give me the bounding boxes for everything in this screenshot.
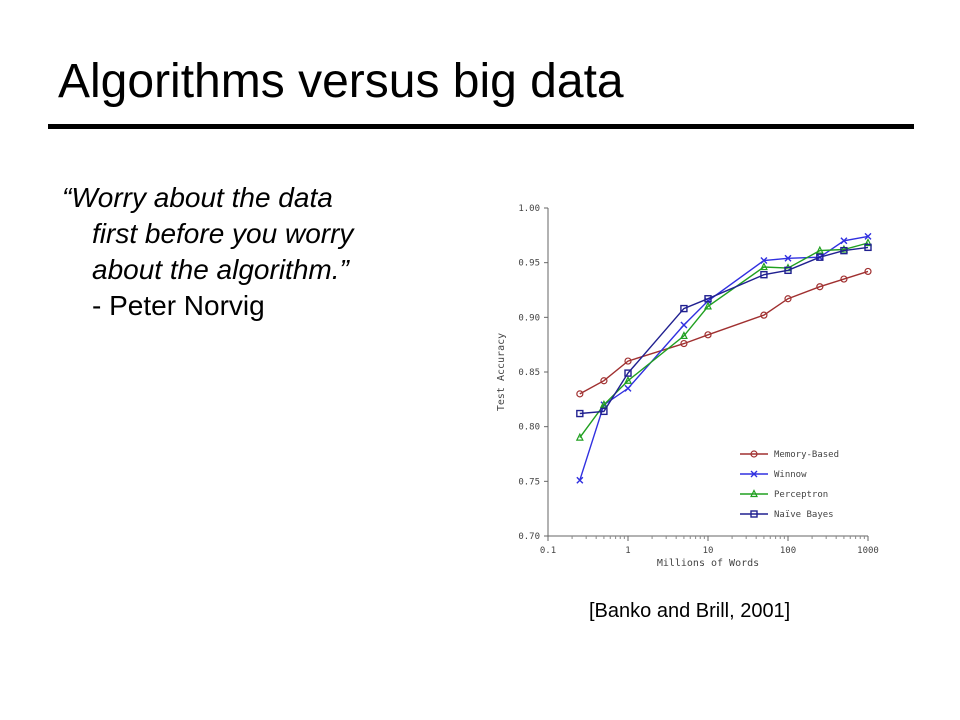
data-point <box>624 375 632 384</box>
data-point <box>759 262 768 271</box>
data-point <box>864 232 872 240</box>
data-point <box>864 243 872 252</box>
quote-line: about the algorithm.” <box>92 254 349 285</box>
data-point <box>815 245 824 254</box>
y-tick-label: 0.95 <box>518 259 540 269</box>
data-point <box>679 331 688 340</box>
data-point <box>624 357 632 365</box>
data-point <box>784 254 792 262</box>
legend-label: Winnow <box>774 470 807 480</box>
series-line <box>579 242 869 439</box>
data-point <box>680 304 688 313</box>
y-tick-label: 0.80 <box>518 423 540 433</box>
data-point <box>816 253 824 261</box>
data-point <box>750 489 758 498</box>
data-point <box>784 266 792 275</box>
data-point <box>599 399 608 408</box>
x-tick-label: 1 <box>625 546 630 556</box>
data-point <box>839 244 848 253</box>
data-point <box>704 331 712 339</box>
x-axis-label: Millions of Words <box>657 558 759 569</box>
y-tick-label: 0.85 <box>518 368 540 378</box>
quote-block: “Worry about the data first before you w… <box>62 180 482 324</box>
x-tick-label: 10 <box>703 546 714 556</box>
data-point <box>760 270 768 279</box>
data-point <box>760 256 768 264</box>
data-point <box>704 295 712 303</box>
data-point <box>576 390 584 398</box>
series-line <box>579 235 869 481</box>
data-point <box>750 470 758 478</box>
data-point <box>784 295 792 303</box>
title-underline <box>48 124 914 129</box>
series-line <box>579 270 869 395</box>
data-point <box>760 311 768 319</box>
legend-label: Perceptron <box>774 490 828 500</box>
quote-line: “Worry about the data <box>62 182 333 213</box>
y-tick-label: 0.90 <box>518 313 540 323</box>
data-point <box>680 339 688 348</box>
quote-line: first before you worry <box>92 218 354 249</box>
data-point <box>600 377 608 385</box>
data-point <box>750 450 758 458</box>
accuracy-chart: 0.70 0.75 0.80 0.85 0.90 0.95 1.00 0.1 1 10 100 100… <box>496 204 879 569</box>
data-point <box>840 237 848 245</box>
data-point <box>624 384 632 392</box>
x-tick-label: 100 <box>780 546 796 556</box>
data-point <box>575 432 584 441</box>
data-point <box>624 369 632 377</box>
legend-label: Naïve Bayes <box>774 510 834 520</box>
data-point <box>840 275 848 283</box>
data-point <box>680 321 688 329</box>
y-tick-label: 1.00 <box>518 204 540 214</box>
data-point <box>704 301 712 310</box>
data-point <box>864 238 872 247</box>
x-tick-label: 1000 <box>857 546 879 556</box>
legend-label: Memory-Based <box>774 450 839 460</box>
data-point <box>600 407 608 416</box>
data-point <box>750 510 758 518</box>
series-line <box>579 246 869 415</box>
quote-attribution: - Peter Norvig <box>92 290 265 321</box>
data-point <box>840 246 848 255</box>
citation: [Banko and Brill, 2001] <box>589 600 791 622</box>
data-point <box>864 267 872 276</box>
y-tick-label: 0.75 <box>518 477 540 487</box>
slide-title: Algorithms versus big data <box>58 55 624 108</box>
data-point <box>816 283 824 291</box>
data-point <box>576 476 584 484</box>
y-tick-label: 0.70 <box>518 532 540 542</box>
data-point <box>576 409 584 418</box>
x-tick-label: 0.1 <box>540 546 556 556</box>
y-axis-label: Test Accuracy <box>496 333 507 411</box>
